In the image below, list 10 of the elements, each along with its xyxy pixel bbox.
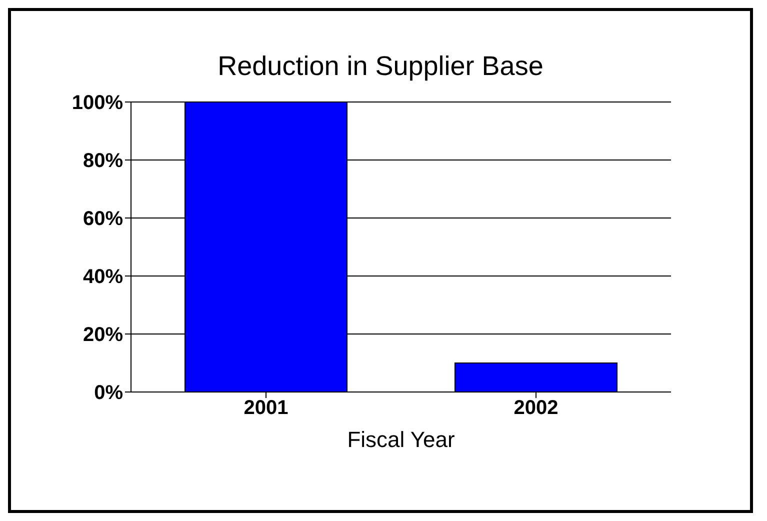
y-tick-label: 20% bbox=[82, 324, 124, 346]
y-tick-label: 0% bbox=[94, 382, 124, 404]
x-tick-label: 2001 bbox=[244, 397, 288, 420]
chart-title: Reduction in Supplier Base bbox=[216, 51, 544, 82]
y-tick-label: 60% bbox=[82, 208, 124, 230]
x-axis-title: Fiscal Year bbox=[347, 427, 455, 452]
y-tick-label: 40% bbox=[82, 266, 124, 288]
y-tick-label: 80% bbox=[82, 150, 124, 172]
x-tick-label: 2002 bbox=[514, 397, 558, 420]
y-tick-label: 100% bbox=[72, 92, 124, 114]
